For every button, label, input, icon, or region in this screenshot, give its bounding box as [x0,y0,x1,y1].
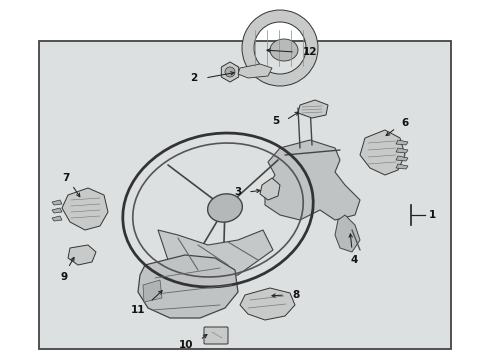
Polygon shape [360,130,405,175]
Polygon shape [52,200,62,205]
Polygon shape [260,178,280,200]
Polygon shape [238,64,272,78]
Polygon shape [396,156,408,161]
Text: 11: 11 [131,305,145,315]
Text: 12: 12 [303,47,317,57]
Text: 6: 6 [401,118,409,128]
Text: 9: 9 [60,272,68,282]
Circle shape [225,67,235,77]
Polygon shape [158,230,273,280]
Polygon shape [240,288,295,320]
Text: 10: 10 [179,340,193,350]
Polygon shape [396,164,408,169]
Ellipse shape [270,39,298,61]
Polygon shape [265,140,360,220]
Polygon shape [52,208,62,213]
FancyBboxPatch shape [204,327,228,344]
Ellipse shape [208,194,243,222]
Text: 5: 5 [272,116,280,126]
Text: 1: 1 [428,210,436,220]
Text: 7: 7 [62,173,70,183]
Polygon shape [335,215,360,252]
Wedge shape [242,10,318,86]
Polygon shape [138,255,238,318]
Polygon shape [143,280,162,302]
Polygon shape [396,140,408,145]
Text: 3: 3 [234,187,242,197]
Polygon shape [52,216,62,221]
Text: 2: 2 [191,73,197,83]
Polygon shape [62,188,108,230]
Text: 8: 8 [293,290,299,300]
Polygon shape [68,245,96,265]
Polygon shape [298,100,328,118]
Text: 4: 4 [350,255,358,265]
Polygon shape [396,148,408,153]
FancyBboxPatch shape [39,41,451,349]
